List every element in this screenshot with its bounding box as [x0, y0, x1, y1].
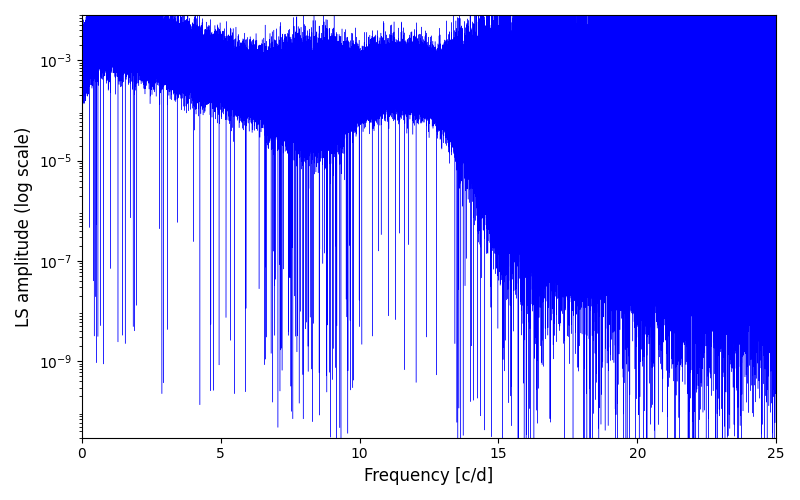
X-axis label: Frequency [c/d]: Frequency [c/d] [364, 467, 494, 485]
Y-axis label: LS amplitude (log scale): LS amplitude (log scale) [15, 126, 33, 326]
